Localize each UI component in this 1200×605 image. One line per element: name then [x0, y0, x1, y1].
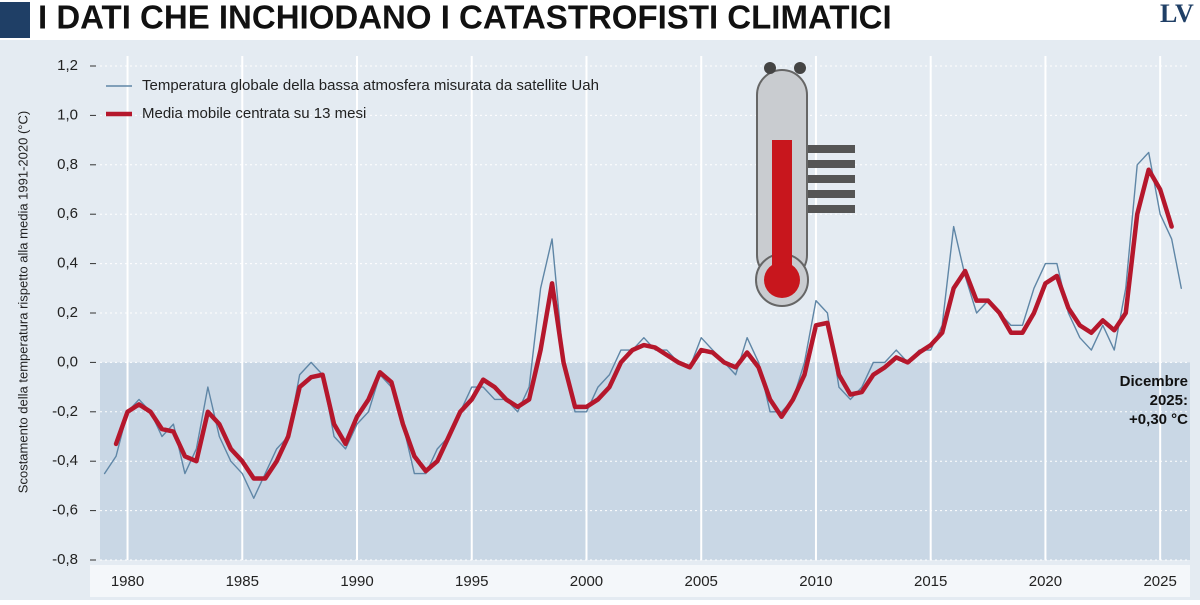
- y-tick-label: 0,2: [57, 304, 78, 321]
- x-tick-label: 2000: [570, 573, 603, 590]
- chart-title: I DATI CHE INCHIODANO I CATASTROFISTI CL…: [38, 0, 892, 36]
- x-tick-label: 1995: [455, 573, 488, 590]
- y-tick-label: 1,0: [57, 106, 78, 123]
- y-axis-title: Scostamento della temperatura rispetto a…: [15, 111, 30, 493]
- y-tick-label: 0,0: [57, 353, 78, 370]
- x-tick-label: 2005: [685, 573, 718, 590]
- x-tick-label: 1985: [226, 573, 259, 590]
- thermometer-mercury: [772, 140, 792, 280]
- x-tick-label: 2015: [914, 573, 947, 590]
- thermometer: [755, 62, 855, 307]
- annotation: 2025:: [1150, 392, 1188, 409]
- y-tick-label: -0,4: [52, 452, 78, 469]
- fin: [795, 190, 855, 198]
- fin: [795, 205, 855, 213]
- y-tick-label: -0,2: [52, 403, 78, 420]
- annotation: Dicembre: [1120, 373, 1188, 390]
- y-tick-label: 0,4: [57, 255, 78, 272]
- y-tick-label: 0,6: [57, 205, 78, 222]
- y-tick-label: 0,8: [57, 156, 78, 173]
- legend-label: Media mobile centrata su 13 mesi: [142, 105, 366, 122]
- y-tick-label: -0,6: [52, 502, 78, 519]
- cap: [764, 62, 776, 74]
- fin: [795, 175, 855, 183]
- y-tick-label: -0,8: [52, 551, 78, 568]
- x-tick-label: 1990: [340, 573, 373, 590]
- x-tick-label: 1980: [111, 573, 144, 590]
- series-line: [113, 167, 1174, 481]
- x-tick-label: 2025: [1143, 573, 1176, 590]
- x-axis-band: [90, 565, 1190, 597]
- legend-label: Temperatura globale della bassa atmosfer…: [142, 77, 599, 94]
- logo: LV: [1160, 0, 1194, 28]
- fin: [795, 145, 855, 153]
- title-marker: [0, 2, 30, 38]
- annotation: +0,30 °C: [1129, 411, 1188, 428]
- plot-area: -0,8 -0,6 -0,4 -0,2 0,0 0,2 0,4 0,6 0,8 1,0 1,2 198…: [52, 56, 1190, 597]
- cap: [794, 62, 806, 74]
- thermometer-bulb: [764, 262, 800, 298]
- y-tick-label: 1,2: [57, 57, 78, 74]
- x-tick-label: 2020: [1029, 573, 1062, 590]
- fin: [795, 160, 855, 168]
- x-tick-label: 2010: [799, 573, 832, 590]
